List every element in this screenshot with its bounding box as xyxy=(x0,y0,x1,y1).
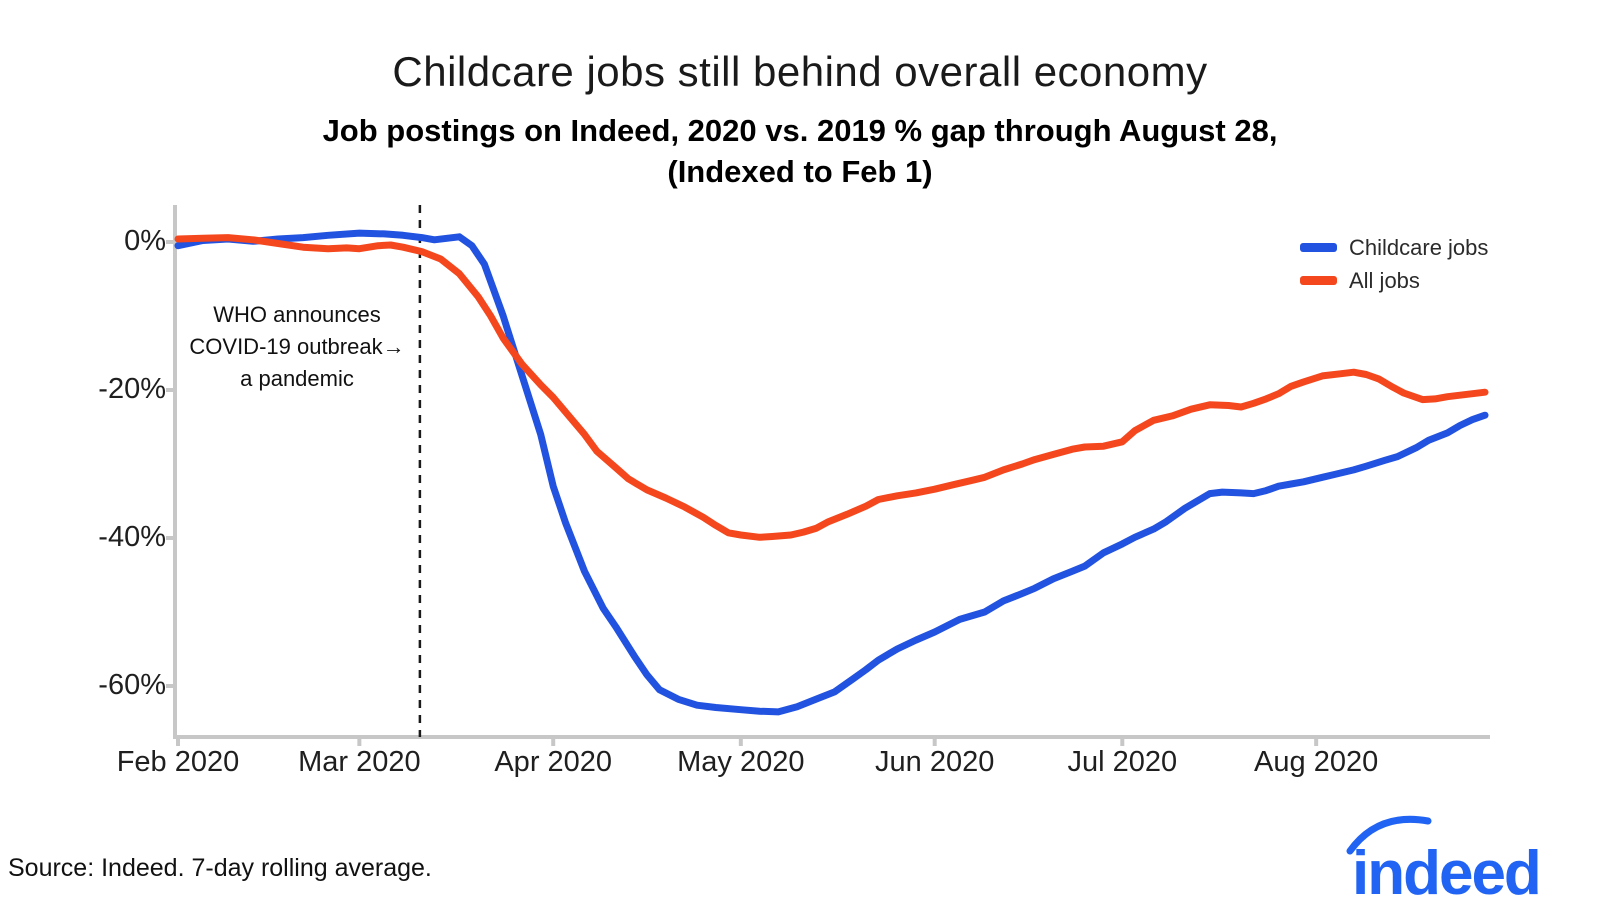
chart-subtitle: Job postings on Indeed, 2020 vs. 2019 % … xyxy=(0,110,1600,192)
legend-label-all-jobs: All jobs xyxy=(1349,267,1420,293)
legend: Childcare jobs All jobs xyxy=(1300,231,1488,297)
event-annotation: WHO announces COVID-19 outbreak→ a pande… xyxy=(179,299,415,395)
y-tick-label: -40% xyxy=(98,521,166,553)
indeed-logo: indeed xyxy=(1336,808,1576,908)
indeed-logo-arc-icon xyxy=(1346,815,1432,855)
y-tick-label: 0% xyxy=(124,225,166,257)
chart-subtitle-line1: Job postings on Indeed, 2020 vs. 2019 % … xyxy=(322,113,1278,148)
y-tick-label: -60% xyxy=(98,669,166,701)
indeed-logo-text: indeed xyxy=(1352,839,1540,903)
legend-item-childcare-jobs: Childcare jobs xyxy=(1300,231,1488,264)
source-note: Source: Indeed. 7-day rolling average. xyxy=(8,854,432,882)
event-annotation-line2: COVID-19 outbreak→ xyxy=(189,334,405,359)
x-tick-label: Feb 2020 xyxy=(116,746,240,778)
event-annotation-line3: a pandemic xyxy=(240,366,354,391)
event-annotation-line1: WHO announces xyxy=(213,302,381,327)
childcare-jobs-line xyxy=(174,229,1489,716)
all-jobs-line xyxy=(174,234,1489,541)
x-tick-label: Aug 2020 xyxy=(1254,746,1379,778)
chart-title: Childcare jobs still behind overall econ… xyxy=(392,48,1208,95)
all-jobs-swatch xyxy=(1300,276,1337,285)
x-tick-label: Apr 2020 xyxy=(494,746,613,778)
childcare-jobs-swatch xyxy=(1300,243,1337,252)
x-tick-label: Jul 2020 xyxy=(1067,746,1178,778)
x-tick-label: May 2020 xyxy=(677,746,805,778)
x-tick-label: Mar 2020 xyxy=(298,746,421,778)
x-tick-label: Jun 2020 xyxy=(875,746,995,778)
legend-item-all-jobs: All jobs xyxy=(1300,264,1488,297)
legend-label-childcare-jobs: Childcare jobs xyxy=(1349,234,1489,260)
chart-subtitle-line2: (Indexed to Feb 1) xyxy=(667,154,933,189)
y-tick-label: -20% xyxy=(98,373,166,405)
